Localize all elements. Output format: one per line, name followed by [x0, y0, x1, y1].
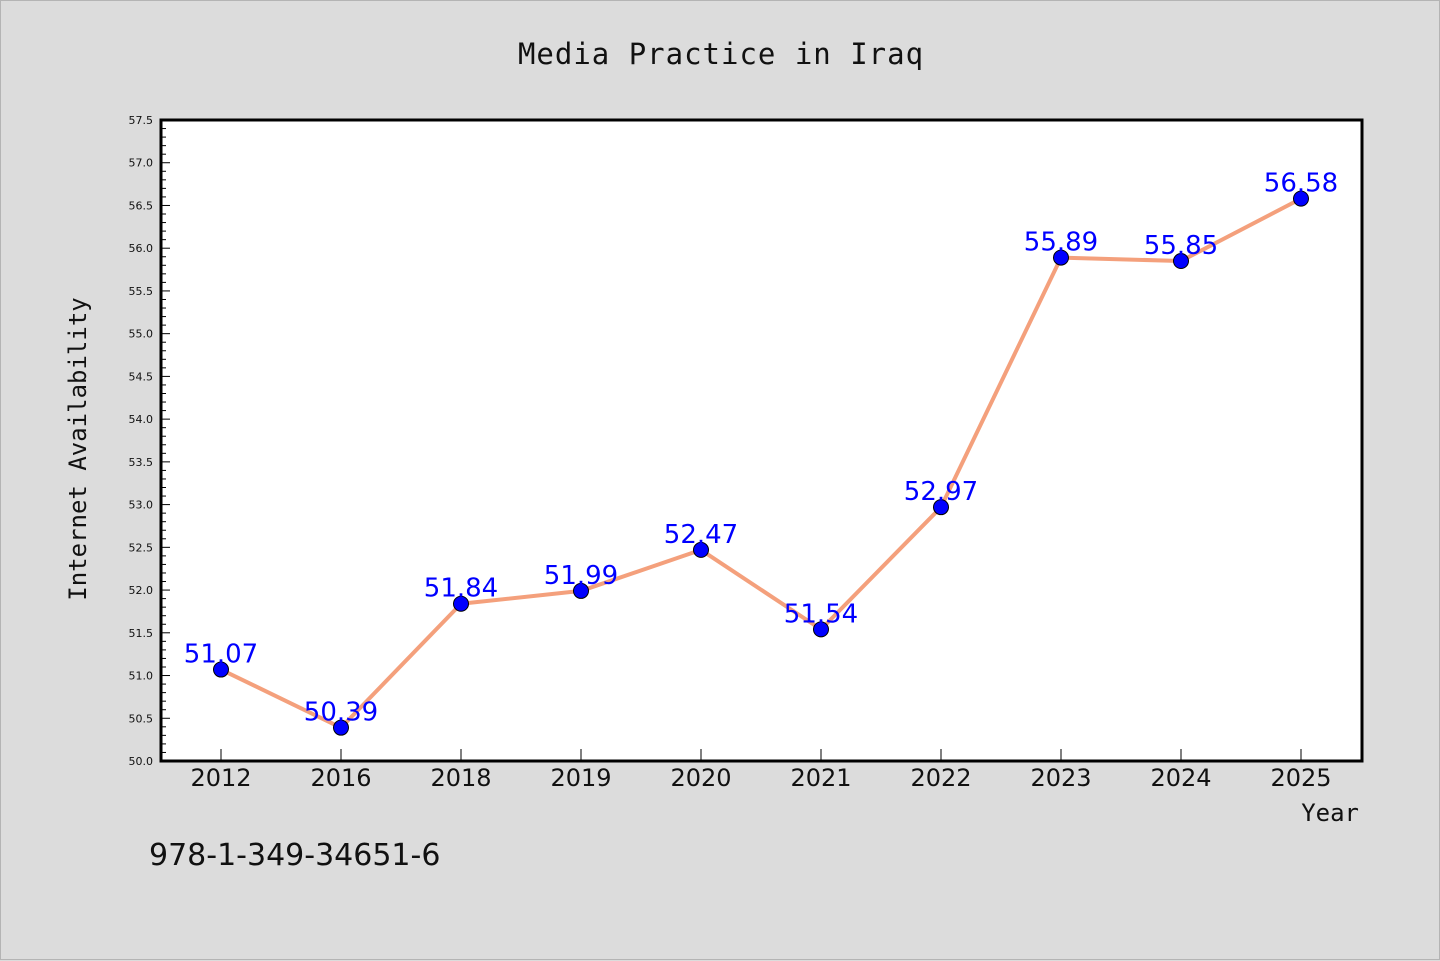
x-tick-label: 2025 — [1270, 764, 1331, 792]
x-tick-label: 2021 — [790, 764, 851, 792]
data-label: 55.89 — [1024, 228, 1098, 258]
isbn-text: 978-1-349-34651-6 — [149, 838, 440, 873]
y-tick-label: 55.5 — [129, 285, 154, 298]
x-tick-label: 2020 — [670, 764, 731, 792]
series-line — [220, 196, 1302, 730]
data-label: 52.47 — [664, 520, 738, 550]
y-tick-label: 50.0 — [129, 755, 154, 768]
data-labels-layer: 51.07 50.39 51.84 51.99 52.47 51.54 52.97 55.89… — [184, 169, 1338, 728]
y-tick-label: 51.0 — [129, 670, 154, 683]
y-tick-label: 54.0 — [129, 413, 154, 426]
y-axis: 50.0 50.5 51.0 51.5 52.0 52.5 53.0 53.5 54.0 54.5… — [129, 114, 170, 768]
x-tick-label: 2012 — [190, 764, 251, 792]
data-label: 51.99 — [544, 561, 618, 591]
y-tick-label: 57.0 — [129, 157, 154, 170]
data-point-marker — [933, 499, 949, 516]
data-label: 51.54 — [784, 599, 858, 629]
data-label: 51.07 — [184, 640, 258, 670]
y-tick-label: 56.5 — [129, 199, 154, 212]
x-axis: 2012 2016 2018 2019 2020 2021 2022 2023 2024 2025 — [190, 749, 1332, 792]
y-tick-label: 52.5 — [129, 541, 154, 554]
markers-layer — [213, 190, 1309, 736]
data-point-marker — [813, 621, 829, 638]
y-tick-label: 57.5 — [129, 114, 154, 127]
x-tick-label: 2024 — [1150, 764, 1211, 792]
y-tick-label: 51.5 — [129, 627, 154, 640]
x-axis-title: Year — [1301, 799, 1359, 827]
y-tick-label: 53.0 — [129, 499, 154, 512]
series-line-layer — [220, 196, 1302, 730]
y-tick-label: 52.0 — [129, 584, 154, 597]
data-point-marker — [1173, 253, 1189, 270]
data-label: 51.84 — [424, 574, 498, 604]
chart-title: Media Practice in Iraq — [518, 37, 924, 71]
plot-area — [159, 118, 1364, 763]
data-point-marker — [573, 582, 589, 599]
data-point-marker — [453, 595, 469, 612]
y-tick-label: 54.5 — [129, 370, 154, 383]
y-tick-label: 53.5 — [129, 456, 154, 469]
y-tick-label: 55.0 — [129, 328, 154, 341]
data-label: 52.97 — [904, 477, 978, 507]
data-label: 56.58 — [1264, 169, 1338, 199]
data-point-marker — [1293, 190, 1309, 207]
y-tick-label: 50.5 — [129, 712, 154, 725]
data-point-marker — [213, 661, 229, 678]
x-tick-label: 2022 — [910, 764, 971, 792]
x-tick-label: 2016 — [310, 764, 371, 792]
data-point-marker — [1053, 249, 1069, 266]
data-point-marker — [693, 541, 709, 558]
x-tick-label: 2023 — [1030, 764, 1091, 792]
x-tick-label: 2019 — [550, 764, 611, 792]
y-axis-title: Internet Availability — [64, 297, 92, 600]
data-label: 55.85 — [1144, 231, 1218, 261]
y-tick-label: 56.0 — [129, 242, 154, 255]
x-tick-label: 2018 — [430, 764, 491, 792]
data-point-marker — [333, 719, 349, 736]
data-label: 50.39 — [304, 698, 378, 728]
